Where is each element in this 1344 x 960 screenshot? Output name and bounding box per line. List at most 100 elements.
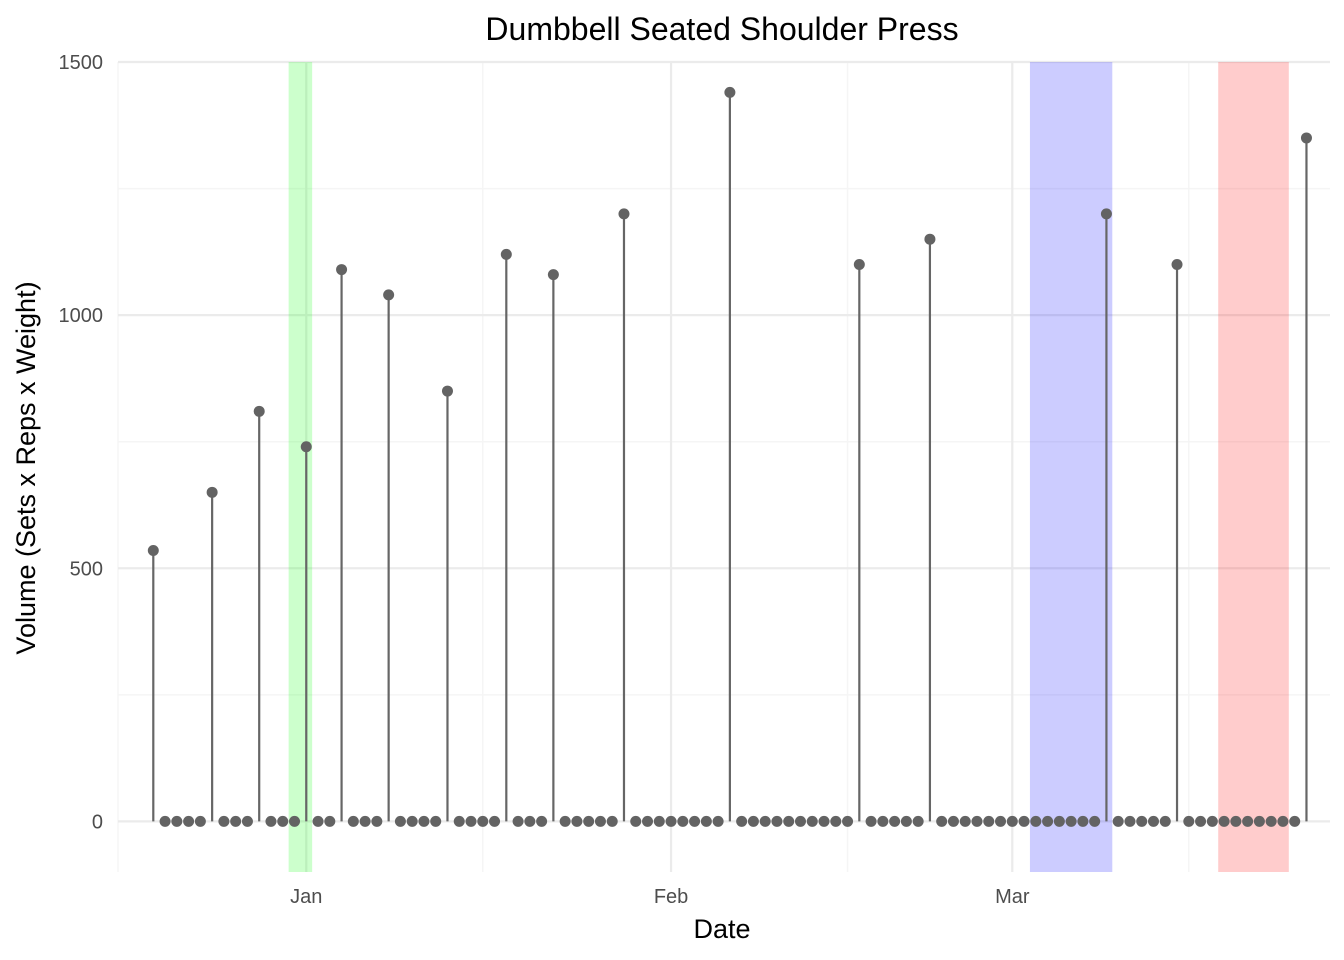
data-point: [771, 815, 783, 827]
data-point: [359, 815, 371, 827]
chart-title: Dumbbell Seated Shoulder Press: [485, 11, 958, 47]
data-point: [806, 815, 818, 827]
data-point: [1147, 815, 1159, 827]
data-point: [289, 815, 301, 827]
data-point: [606, 815, 618, 827]
data-point: [936, 815, 948, 827]
data-point: [1100, 208, 1112, 220]
highlight-band-3: [1218, 62, 1289, 872]
y-tick-label: 0: [92, 811, 103, 833]
data-point: [747, 815, 759, 827]
data-point: [1042, 815, 1054, 827]
data-point: [947, 815, 959, 827]
data-point: [712, 815, 724, 827]
data-point: [1018, 815, 1030, 827]
data-point: [383, 289, 395, 301]
data-point: [983, 815, 995, 827]
data-point: [653, 815, 665, 827]
data-point: [618, 208, 630, 220]
grid-lines: [117, 60, 1330, 872]
y-tick-label: 500: [70, 558, 103, 580]
data-point: [1112, 815, 1124, 827]
data-point: [583, 815, 595, 827]
data-point: [853, 259, 865, 270]
highlight-bands: [288, 62, 1289, 872]
data-point: [594, 815, 606, 827]
y-axis-title: Volume (Sets x Reps x Weight): [11, 281, 41, 654]
data-point: [995, 815, 1007, 827]
data-point: [912, 815, 924, 827]
data-point: [265, 815, 277, 827]
data-point: [630, 815, 642, 827]
data-point: [277, 815, 289, 827]
data-point: [665, 815, 677, 827]
y-axis-ticks: 0 500 1000 1500: [59, 52, 104, 833]
data-point: [465, 815, 477, 827]
data-point: [1230, 815, 1242, 827]
data-point: [736, 815, 748, 827]
data-point: [783, 815, 795, 827]
data-point: [524, 815, 536, 827]
data-point: [1053, 815, 1065, 827]
data-point: [1006, 815, 1018, 827]
data-point: [1159, 815, 1171, 827]
data-point: [147, 545, 159, 557]
data-point: [394, 815, 406, 827]
data-point: [171, 815, 183, 827]
data-point: [536, 815, 548, 827]
data-point: [1124, 815, 1136, 827]
data-point: [477, 815, 489, 827]
data-point: [842, 815, 854, 827]
data-point: [700, 815, 712, 827]
data-point: [453, 815, 465, 827]
data-point: [1077, 815, 1089, 827]
data-point: [865, 815, 877, 827]
data-point: [253, 405, 265, 417]
data-point: [1030, 815, 1042, 827]
data-point: [677, 815, 689, 827]
data-point: [441, 385, 453, 397]
data-point: [571, 815, 583, 827]
data-point: [183, 815, 195, 827]
data-point: [430, 815, 442, 827]
highlight-band-1: [288, 62, 313, 872]
data-point: [759, 815, 771, 827]
lollipop-points: [147, 86, 1312, 827]
data-point: [1289, 815, 1301, 827]
data-point: [959, 815, 971, 827]
data-point: [889, 815, 901, 827]
data-point: [642, 815, 654, 827]
data-point: [1277, 815, 1289, 827]
x-axis-title: Date: [693, 914, 750, 944]
data-point: [230, 815, 242, 827]
data-point: [818, 815, 830, 827]
data-point: [877, 815, 889, 827]
data-point: [1300, 132, 1312, 144]
data-point: [324, 815, 336, 827]
data-point: [406, 815, 418, 827]
x-tick-label: Jan: [290, 886, 322, 908]
data-point: [1136, 815, 1148, 827]
data-point: [418, 815, 430, 827]
data-point: [689, 815, 701, 827]
highlight-band-2: [1029, 62, 1113, 872]
data-point: [312, 815, 324, 827]
data-point: [500, 248, 512, 260]
data-point: [1253, 815, 1265, 827]
data-point: [559, 815, 571, 827]
data-point: [194, 815, 206, 827]
x-tick-label: Mar: [995, 886, 1030, 908]
data-point: [794, 815, 806, 827]
data-point: [336, 264, 348, 276]
data-point: [1265, 815, 1277, 827]
y-tick-label: 1500: [59, 52, 104, 74]
data-point: [159, 815, 171, 827]
data-point: [1065, 815, 1077, 827]
y-tick-label: 1000: [59, 305, 104, 327]
data-point: [1089, 815, 1101, 827]
data-point: [830, 815, 842, 827]
data-point: [371, 815, 383, 827]
data-point: [347, 815, 359, 827]
data-point: [241, 815, 253, 827]
data-point: [1183, 815, 1195, 827]
